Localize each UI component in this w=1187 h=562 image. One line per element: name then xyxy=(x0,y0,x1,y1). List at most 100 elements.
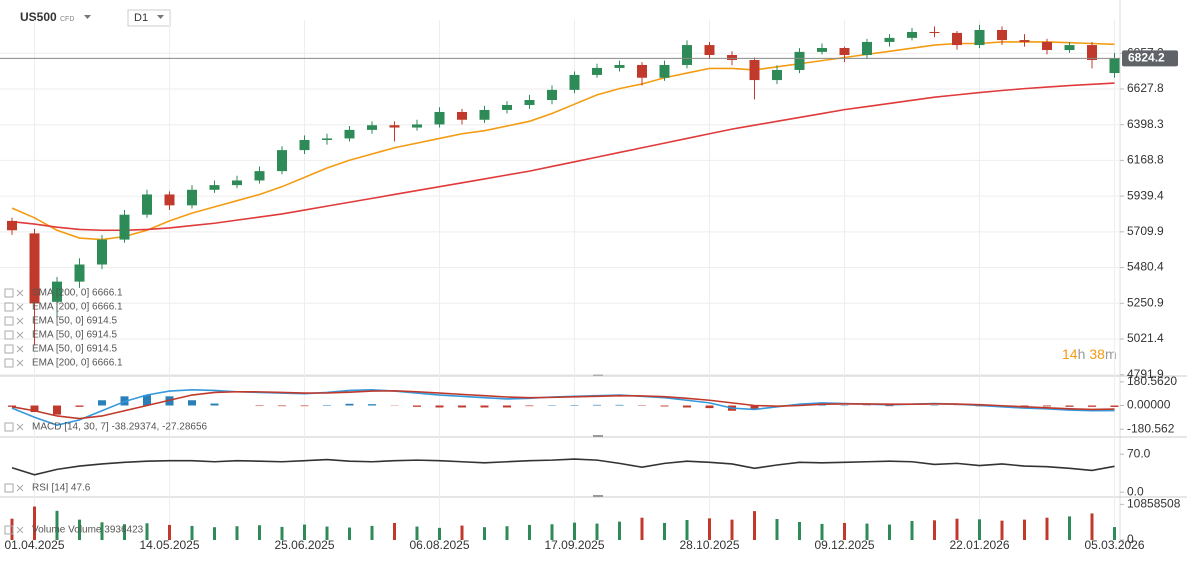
volume-bar xyxy=(55,510,59,540)
y-tick-label: 6168.8 xyxy=(1127,153,1164,167)
candle-body xyxy=(794,51,805,70)
candle-body xyxy=(997,29,1007,41)
symbol-dropdown[interactable] xyxy=(84,15,91,19)
histogram-bar xyxy=(705,405,714,409)
countdown-hours: 14 xyxy=(1062,346,1078,362)
volume-bar xyxy=(685,519,689,540)
y-tick-label: 0 xyxy=(1127,532,1134,546)
y-tick-label: 0.0 xyxy=(1127,484,1144,498)
indicator-line xyxy=(11,458,1115,476)
legend-icon xyxy=(4,422,14,432)
histogram-bar xyxy=(98,400,106,406)
histogram-bar xyxy=(593,404,601,406)
candle-body xyxy=(682,45,692,65)
legend-close xyxy=(16,359,24,367)
legend-icon xyxy=(4,344,14,354)
legend-close xyxy=(16,484,24,492)
histogram-bar xyxy=(345,403,354,406)
last-price-tag xyxy=(1122,50,1178,67)
histogram-bar xyxy=(615,404,624,406)
y-tick-label: 5480.4 xyxy=(1127,260,1164,274)
histogram-bar xyxy=(1065,405,1074,407)
histogram-bar xyxy=(143,395,151,406)
candle-body xyxy=(659,64,670,78)
candle-body xyxy=(772,69,782,81)
legend-icon xyxy=(4,302,14,312)
volume-bar xyxy=(1023,519,1026,540)
indicator-legend: EMA [200, 0] 6666.1 xyxy=(32,302,123,313)
volume-bar xyxy=(348,527,351,540)
legend-close xyxy=(16,423,24,431)
volume-bar xyxy=(595,523,599,540)
volume-bar xyxy=(280,526,284,540)
volume-bar xyxy=(393,522,396,540)
candle-body xyxy=(74,264,85,282)
y-tick-label: 6398.3 xyxy=(1127,117,1164,131)
candle-body xyxy=(434,111,445,125)
indicator-line xyxy=(11,390,1115,420)
volume-bar xyxy=(460,525,464,540)
histogram-bar xyxy=(368,404,376,406)
candle-body xyxy=(569,74,580,90)
volume-bar xyxy=(933,520,936,540)
histogram-bar xyxy=(570,404,579,406)
indicator-legend: EMA [50, 0] 6914.5 xyxy=(32,344,117,355)
volume-bar xyxy=(843,522,846,540)
legend-icon xyxy=(4,316,14,326)
histogram-bar xyxy=(435,405,444,408)
last-price-label: 6824.2 xyxy=(1128,51,1165,65)
histogram-bar xyxy=(75,405,84,407)
volume-bar xyxy=(123,524,126,540)
x-tick-label: 28.10.2025 xyxy=(679,538,739,552)
histogram-bar xyxy=(480,405,489,408)
candle-body xyxy=(1109,58,1120,74)
y-tick-label: 0.00000 xyxy=(1127,398,1171,412)
volume-bar xyxy=(663,522,666,540)
indicator-line xyxy=(11,41,1115,241)
candle-body xyxy=(524,99,535,105)
legend-icon xyxy=(4,483,14,493)
candle-body xyxy=(502,104,512,110)
volume-bar xyxy=(640,517,644,540)
x-tick-label: 14.05.2025 xyxy=(139,538,199,552)
candle-body xyxy=(187,189,197,206)
histogram-bar xyxy=(255,405,264,407)
x-tick-label: 25.06.2025 xyxy=(274,538,334,552)
timeframe-box[interactable] xyxy=(127,9,171,27)
volume-bar xyxy=(1045,517,1049,540)
legend-close xyxy=(16,317,24,325)
candle-body xyxy=(1019,40,1030,42)
volume-bar xyxy=(865,523,869,540)
x-tick-label: 01.04.2025 xyxy=(4,538,64,552)
indicator-legend: MACD [14, 30, 7] -38.29374, -27.28656 xyxy=(32,422,208,433)
indicator-legend: RSI [14] 47.6 xyxy=(32,483,91,494)
histogram-bar xyxy=(503,405,511,408)
countdown-hour-unit: h xyxy=(1078,346,1086,362)
volume-bar xyxy=(438,527,441,540)
legend-close xyxy=(16,289,24,297)
volume-bar xyxy=(213,527,216,540)
histogram-bar xyxy=(413,405,421,407)
volume-bar xyxy=(573,522,576,540)
y-tick-label: 4791.9 xyxy=(1127,367,1164,381)
volume-bar xyxy=(325,526,329,540)
symbol[interactable]: US500 xyxy=(20,10,57,24)
timeframe[interactable]: D1 xyxy=(134,12,148,24)
legend-close xyxy=(16,331,24,339)
x-tick-label: 22.01.2026 xyxy=(949,538,1009,552)
volume-bar xyxy=(1113,527,1116,540)
volume-bar xyxy=(910,520,914,540)
candle-body xyxy=(457,111,467,120)
volume-bar xyxy=(258,525,261,540)
y-tick-label: 5021.4 xyxy=(1127,331,1164,345)
candle-body xyxy=(839,48,850,56)
candle-body xyxy=(232,180,242,186)
volume-bar xyxy=(618,521,621,540)
histogram-bar xyxy=(885,405,894,407)
candle-body xyxy=(344,129,355,139)
candle-body xyxy=(209,185,220,190)
volume-bar xyxy=(33,506,36,540)
panel-handle[interactable] xyxy=(593,495,603,497)
panel-handle[interactable] xyxy=(593,435,603,437)
